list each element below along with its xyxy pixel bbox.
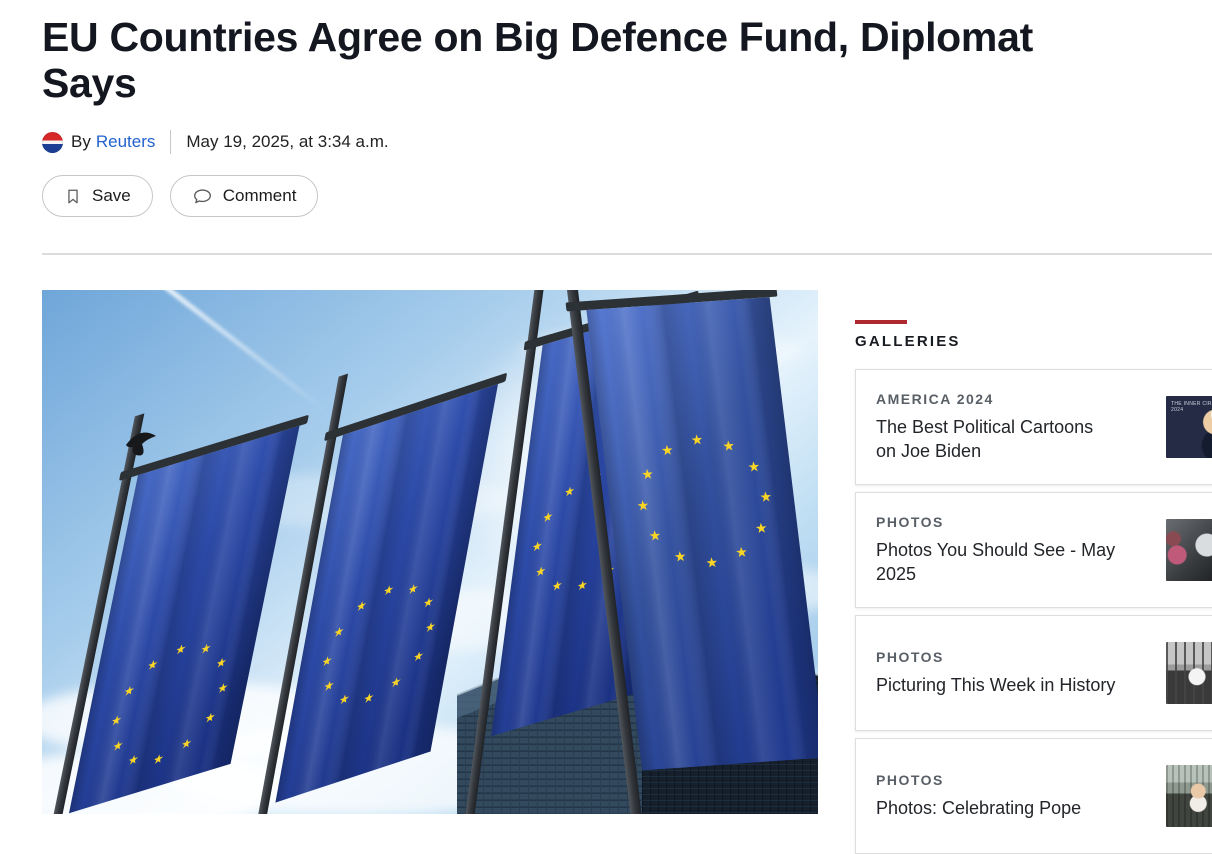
bird-silhouette: [126, 432, 156, 456]
gallery-card-photos-may-2025[interactable]: PHOTOS Photos You Should See - May 2025: [855, 492, 1212, 608]
article-actions: Save Comment: [42, 175, 1212, 217]
byline: By Reuters May 19, 2025, at 3:34 a.m.: [42, 130, 1212, 154]
comment-button-label: Comment: [222, 186, 297, 205]
gallery-card-thumbnail: [1166, 642, 1212, 704]
section-accent-bar: [855, 320, 907, 324]
save-button-label: Save: [92, 186, 131, 205]
gallery-card-week-in-history[interactable]: PHOTOS Picturing This Week in History: [855, 615, 1212, 731]
content-row: GALLERIES AMERICA 2024 The Best Politica…: [42, 290, 1212, 854]
source-link[interactable]: Reuters: [95, 132, 156, 151]
save-button[interactable]: Save: [42, 175, 153, 217]
gallery-card-label: PHOTOS: [876, 649, 944, 665]
galleries-sidebar: GALLERIES AMERICA 2024 The Best Politica…: [855, 290, 1212, 854]
byline-prefix: By: [71, 132, 91, 151]
section-divider: [42, 253, 1212, 255]
gallery-card-label: PHOTOS: [876, 514, 944, 530]
article-hero-image: [42, 290, 818, 814]
comment-button[interactable]: Comment: [169, 175, 319, 217]
gallery-card-thumbnail: THE INNER CIRCLE, 2024: [1166, 396, 1212, 458]
article-page: EU Countries Agree on Big Defence Fund, …: [0, 14, 1212, 854]
gallery-card-thumbnail: [1166, 519, 1212, 581]
publish-date: May 19, 2025, at 3:34 a.m.: [186, 132, 389, 151]
gallery-card-celebrating-pope[interactable]: PHOTOS Photos: Celebrating Pope: [855, 738, 1212, 854]
gallery-card-label: PHOTOS: [876, 772, 944, 788]
gallery-card-thumbnail: [1166, 765, 1212, 827]
eu-flag-2: [223, 373, 507, 814]
usnews-logo-icon: [42, 131, 63, 153]
gallery-card-title: Photos You Should See - May 2025: [876, 540, 1116, 584]
page-title: EU Countries Agree on Big Defence Fund, …: [42, 14, 1033, 106]
gallery-card-america-2024[interactable]: AMERICA 2024 The Best Political Cartoons…: [855, 369, 1212, 485]
gallery-card-title: Photos: Celebrating Pope: [876, 798, 1082, 818]
jet-contrail: [165, 290, 330, 415]
galleries-heading: GALLERIES: [855, 333, 961, 350]
eu-flag-4: [561, 290, 818, 814]
byline-divider: [170, 130, 172, 154]
thumbnail-caption: THE INNER CIRCLE, 2024: [1171, 401, 1212, 413]
eu-flags-photo: [42, 290, 818, 814]
gallery-card-title: The Best Political Cartoons on Joe Biden: [876, 417, 1094, 461]
bookmark-icon: [68, 189, 78, 203]
speech-bubble-icon: [193, 188, 211, 203]
gallery-card-title: Picturing This Week in History: [876, 675, 1116, 695]
gallery-card-list: AMERICA 2024 The Best Political Cartoons…: [855, 369, 1212, 854]
eu-flag-1: [42, 413, 309, 814]
gallery-card-label: AMERICA 2024: [876, 391, 994, 407]
